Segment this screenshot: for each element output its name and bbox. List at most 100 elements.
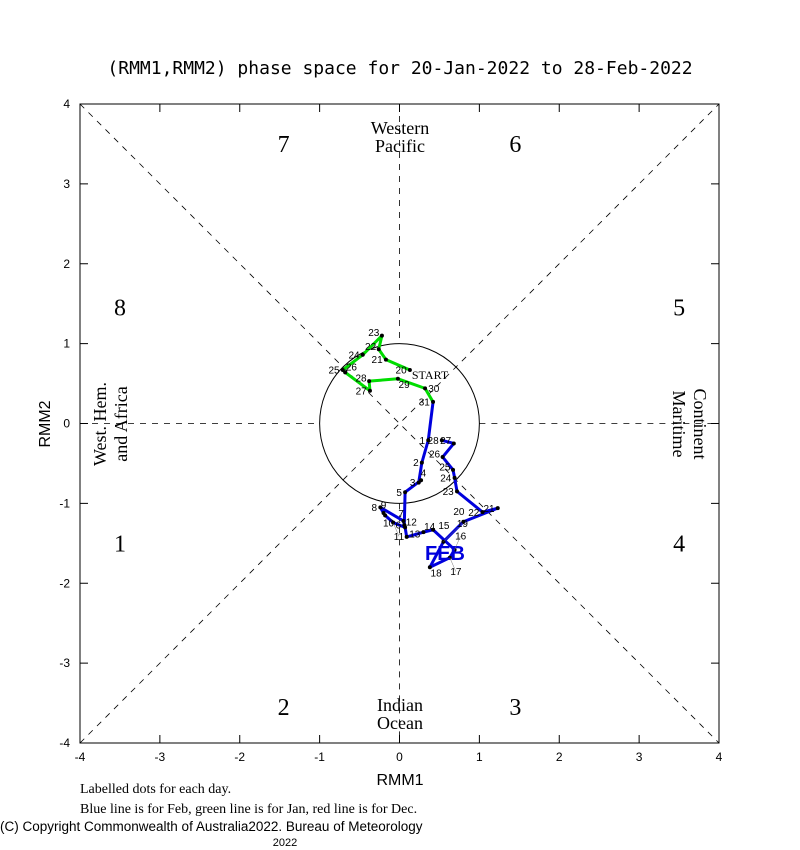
day-dot <box>403 490 408 495</box>
day-label: 23 <box>443 487 455 498</box>
day-label-leader <box>443 523 463 542</box>
day-label: 31 <box>419 398 431 409</box>
day-label: 7 <box>398 509 404 520</box>
region-label-west-hem: and Africa <box>111 386 131 461</box>
chart-title: (RMM1,RMM2) phase space for 20-Jan-2022 … <box>107 58 692 79</box>
region-label-west-hem: West. Hem. <box>90 382 110 466</box>
day-label: 13 <box>409 530 421 541</box>
y-tick-label: -4 <box>59 736 70 750</box>
day-label: 24 <box>348 350 360 361</box>
day-label: 27 <box>356 386 368 397</box>
day-dot <box>383 513 388 518</box>
y-axis-label: RMM2 <box>37 400 54 447</box>
phase-label-1: 1 <box>114 531 126 557</box>
day-label: 28 <box>428 436 440 447</box>
day-dot <box>452 475 457 480</box>
x-tick-label: 2 <box>556 750 563 764</box>
day-dot <box>379 333 384 338</box>
month-connector <box>426 401 435 441</box>
start-label: START <box>412 368 449 382</box>
phase-label-7: 7 <box>278 132 290 158</box>
x-tick-label: -4 <box>75 750 86 764</box>
day-dot <box>431 399 436 404</box>
region-label-indian-ocean: Indian <box>377 695 423 715</box>
day-label: 5 <box>396 488 402 499</box>
day-dot <box>407 367 412 372</box>
region-label-western-pacific: Pacific <box>375 136 425 156</box>
day-dot <box>455 489 460 494</box>
footer-note-colors: Blue line is for Feb, green line is for … <box>80 802 417 817</box>
day-label: 16 <box>455 531 467 542</box>
copyright: (C) Copyright Commonwealth of Australia2… <box>0 819 423 834</box>
day-dot <box>451 441 456 446</box>
phase-label-4: 4 <box>673 531 685 557</box>
day-dot <box>426 438 431 443</box>
day-label: 22 <box>468 508 480 519</box>
day-dot <box>495 506 500 511</box>
day-dot <box>421 530 426 535</box>
footer-note-dots: Labelled dots for each day. <box>80 782 231 797</box>
day-dot <box>423 386 428 391</box>
day-dot <box>419 478 424 483</box>
x-tick-label: 4 <box>716 750 723 764</box>
y-tick-label: 1 <box>63 337 70 351</box>
day-label: 21 <box>372 355 384 366</box>
y-tick-label: 0 <box>63 417 70 431</box>
day-dot <box>401 518 406 523</box>
day-label-leader <box>454 535 461 550</box>
day-label: 20 <box>453 507 465 518</box>
series-jan <box>340 333 436 404</box>
x-tick-label: -2 <box>234 750 245 764</box>
unit-circle <box>319 343 480 504</box>
day-label: 23 <box>368 328 380 339</box>
day-label: 11 <box>394 532 405 543</box>
day-label: 29 <box>399 380 411 391</box>
day-label: 28 <box>355 374 367 385</box>
day-dot <box>431 527 436 532</box>
day-dot <box>395 376 400 381</box>
day-dot <box>451 467 456 472</box>
day-dot <box>440 455 445 460</box>
day-label: 24 <box>440 473 452 484</box>
day-label: 9 <box>381 501 387 512</box>
day-label: 14 <box>424 522 436 533</box>
day-label: 1 <box>420 436 426 447</box>
y-tick-label: -1 <box>59 496 70 510</box>
y-tick-label: 3 <box>63 177 70 191</box>
day-label: 12 <box>406 517 418 528</box>
day-label: 20 <box>396 366 408 377</box>
day-label: 15 <box>438 521 450 532</box>
day-dot <box>343 370 348 375</box>
day-label: 2 <box>413 458 419 469</box>
day-dot <box>461 519 466 524</box>
day-label: 22 <box>365 342 377 353</box>
day-dot <box>403 525 408 530</box>
x-tick-label: 1 <box>476 750 483 764</box>
phase-label-5: 5 <box>673 296 685 322</box>
day-dot <box>378 505 383 510</box>
day-label: 25 <box>439 462 451 473</box>
day-dot <box>404 534 409 539</box>
day-label: 26 <box>346 362 358 373</box>
day-label-leader <box>392 522 400 537</box>
day-dot <box>376 347 381 352</box>
day-dot <box>360 352 365 357</box>
copyright-rest: . Bureau of Meteorology <box>278 819 422 834</box>
phase-label-8: 8 <box>114 296 126 322</box>
day-dot <box>439 438 444 443</box>
day-dot <box>367 388 372 393</box>
day-label-leader <box>449 557 457 572</box>
day-label: 10 <box>383 518 395 529</box>
day-dot <box>367 379 372 384</box>
x-tick-label: -3 <box>155 750 166 764</box>
phase-label-2: 2 <box>278 695 290 721</box>
day-dot <box>419 460 424 465</box>
day-label: 19 <box>457 519 469 530</box>
day-label: 17 <box>450 567 462 578</box>
day-label: 8 <box>372 503 378 514</box>
y-tick-label: 2 <box>63 257 70 271</box>
